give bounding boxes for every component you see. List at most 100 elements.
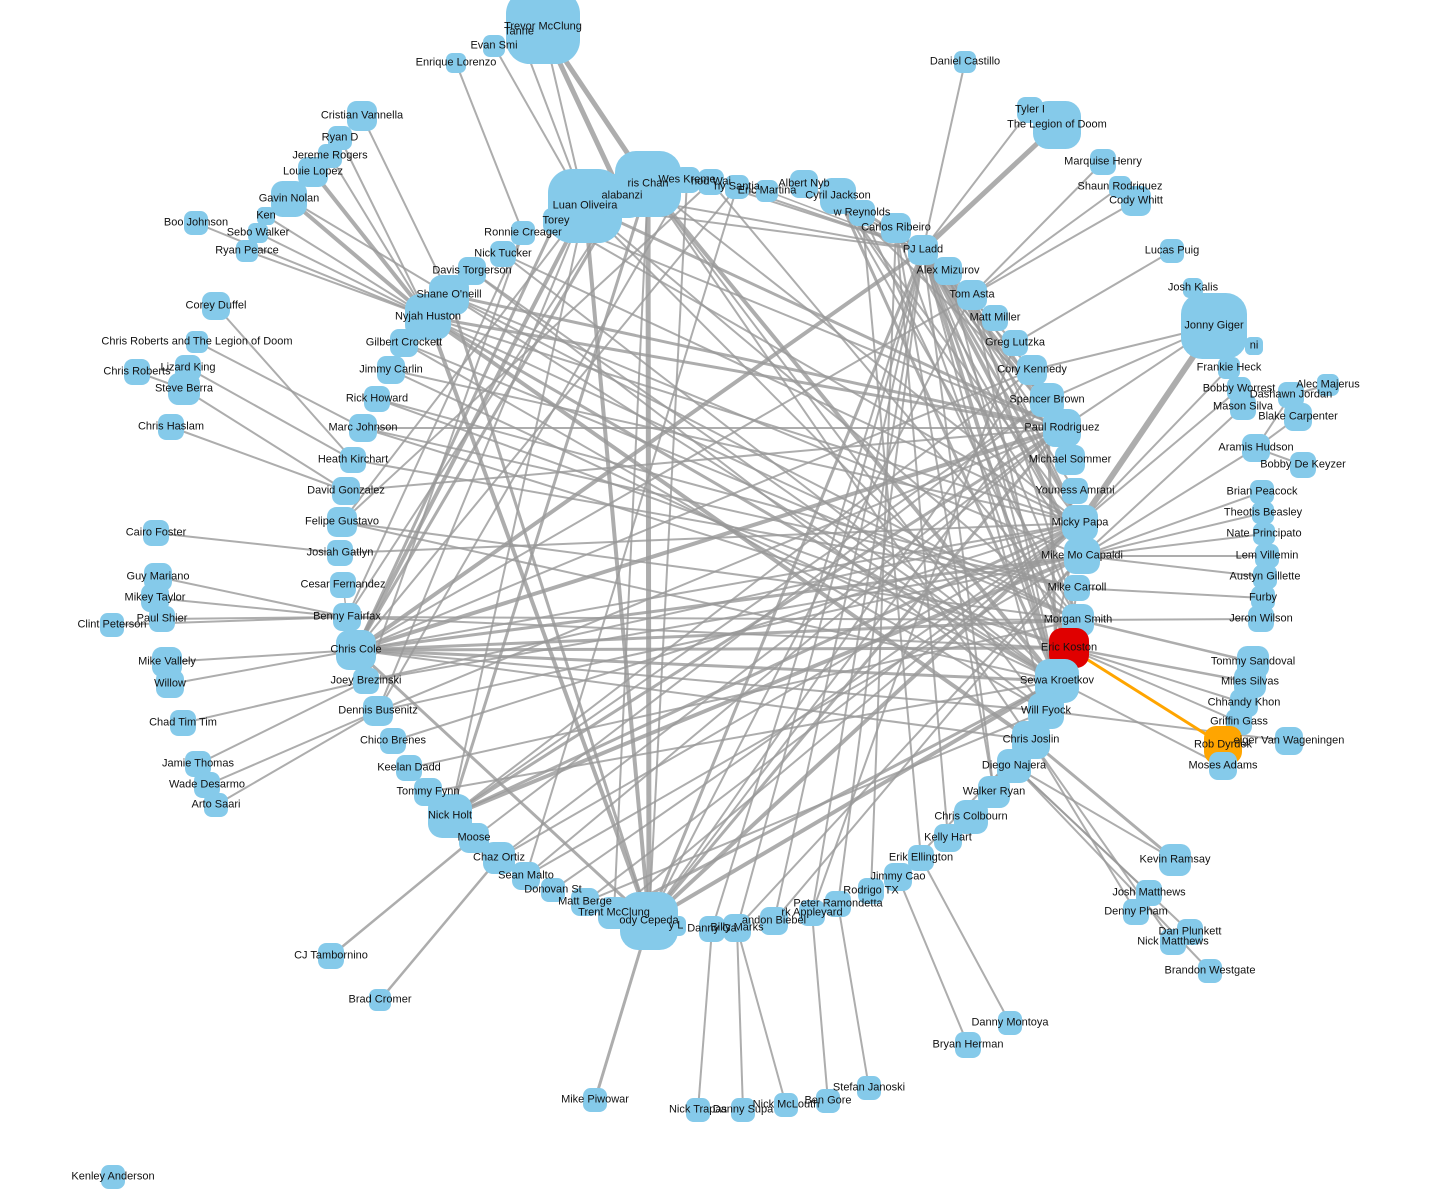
node-andrew-reynolds[interactable] [849, 200, 875, 226]
node-matt-berger[interactable] [571, 888, 599, 916]
node-evan-smith[interactable] [483, 35, 505, 57]
node-kenley-anderson[interactable] [101, 1165, 125, 1189]
node-stefan-janoski[interactable] [857, 1076, 881, 1100]
node-jeron-wilson[interactable] [1248, 606, 1274, 632]
node-frankie-heck[interactable] [1218, 357, 1240, 379]
node-cody-whitt[interactable] [1121, 186, 1151, 216]
node-paul-rodriguez[interactable] [1043, 409, 1081, 447]
node-greg-lutzka[interactable] [1002, 330, 1028, 356]
node-denny-pham[interactable] [1123, 899, 1149, 925]
node-davis-torgerson[interactable] [458, 257, 486, 285]
node-brad-cromer[interactable] [369, 989, 391, 1011]
node-tanne[interactable] [507, 20, 531, 44]
node-boo-johnson[interactable] [184, 211, 208, 235]
node-lem-villemin[interactable] [1255, 544, 1279, 568]
node-cory-kennedy[interactable] [1017, 355, 1047, 385]
node-nate-principato[interactable] [1253, 523, 1275, 545]
node-cesar-fernandez[interactable] [330, 572, 356, 598]
node-josiah-gatlyn[interactable] [327, 540, 353, 566]
node-paul-shier[interactable] [149, 606, 175, 632]
node-chad-tim-tim[interactable] [170, 710, 196, 736]
node-pj-ladd[interactable] [908, 235, 938, 265]
node-lucas-puig[interactable] [1160, 239, 1184, 263]
node-enrique-lorenzo[interactable] [446, 53, 466, 73]
node-cairo-foster[interactable] [143, 520, 169, 546]
node-dennis-busenitz[interactable] [363, 696, 393, 726]
node-theotis-beasley[interactable] [1252, 502, 1274, 524]
node-chris-chann[interactable] [615, 151, 681, 217]
node-wes-kremer[interactable] [674, 167, 700, 193]
node-sebo-walker[interactable] [248, 223, 268, 243]
node-chris-roberts[interactable] [124, 359, 150, 385]
node-sean-malto[interactable] [512, 862, 540, 890]
node-jonny-giger[interactable] [1181, 293, 1247, 359]
node-micky-papa[interactable] [1062, 505, 1098, 541]
node-cristian-vannella[interactable] [347, 101, 377, 131]
node-aramis-hudson[interactable] [1242, 434, 1270, 462]
node-peter-ramondetta[interactable] [825, 891, 851, 917]
node-arto-saari[interactable] [204, 793, 228, 817]
node-mike-piwowar[interactable] [583, 1088, 607, 1112]
node-tommy-fynn[interactable] [414, 778, 442, 806]
node-chico-brenes[interactable] [380, 728, 406, 754]
node-daniel-castillo[interactable] [954, 51, 976, 73]
node-donovan-strain[interactable] [541, 878, 565, 902]
node-mike-carroll[interactable] [1064, 575, 1090, 601]
node-nick-tucker[interactable] [490, 241, 516, 267]
node-ronnie-creager[interactable] [511, 221, 535, 245]
node-erik-ellington[interactable] [908, 845, 934, 871]
node-marc-johnson[interactable] [349, 414, 377, 442]
node-cj-tambornino[interactable] [318, 943, 344, 969]
node-alex-mizurov[interactable] [934, 257, 962, 285]
node-benny-fairfax[interactable] [333, 603, 361, 631]
node-ken[interactable] [257, 207, 275, 225]
node-mason-silva[interactable] [1230, 394, 1256, 420]
node-bobby-de-keyzer[interactable] [1290, 452, 1316, 478]
node-alec-majerus[interactable] [1317, 374, 1339, 396]
node-gavin-nolan[interactable] [271, 181, 307, 217]
node-steve-berra[interactable] [168, 373, 200, 405]
node-eric-martina[interactable] [756, 180, 778, 202]
node-ben-gore[interactable] [816, 1089, 840, 1113]
node-danny-garcia[interactable] [699, 916, 725, 942]
node-chaz-ortiz[interactable] [483, 842, 515, 874]
node-manny-santiago[interactable] [725, 175, 749, 199]
node-chris-roberts-lod[interactable] [186, 331, 208, 353]
node-youness-amrani[interactable] [1062, 478, 1088, 504]
node-jimmy-cao[interactable] [884, 863, 912, 891]
node-nick-trapasso[interactable] [686, 1098, 710, 1122]
node-nick-matthews[interactable] [1160, 929, 1186, 955]
node-moses-adams[interactable] [1209, 752, 1237, 780]
node-keelan-dadd[interactable] [396, 755, 422, 781]
node-brandon-westgate[interactable] [1198, 959, 1222, 983]
node-legion-of-doom[interactable] [1033, 101, 1081, 149]
node-chris-haslam[interactable] [158, 414, 184, 440]
node-ni[interactable] [1245, 337, 1263, 355]
node-van-wageningen[interactable] [1275, 727, 1303, 755]
node-carlos-ribeiro[interactable] [881, 213, 911, 243]
node-marquise-henry[interactable] [1090, 149, 1116, 175]
node-chris-cole[interactable] [336, 630, 376, 670]
node-torey[interactable] [543, 208, 569, 234]
node-matt-miller[interactable] [982, 305, 1008, 331]
node-david-gonzalez[interactable] [332, 477, 360, 505]
node-danny-supa[interactable] [731, 1098, 755, 1122]
node-felipe-gustavo[interactable] [327, 507, 357, 537]
node-albert-nyberg[interactable] [790, 170, 818, 198]
node-louie-lopez[interactable] [298, 157, 328, 187]
node-jimmy-carlin[interactable] [377, 356, 405, 384]
node-heath-kirchart[interactable] [340, 447, 366, 473]
node-joey-brezinski[interactable] [353, 668, 379, 694]
node-trent-mcclung[interactable] [598, 897, 630, 929]
node-willow[interactable] [156, 670, 184, 698]
node-tom-asta[interactable] [957, 280, 987, 310]
node-nick-mclouth[interactable] [774, 1093, 798, 1117]
node-ishod-wair[interactable] [698, 169, 724, 195]
node-corey-duffel[interactable] [202, 292, 230, 320]
node-austyn-gillette[interactable] [1253, 565, 1277, 589]
node-rodrigo-tx[interactable] [858, 878, 884, 904]
node-rick-howard[interactable] [364, 386, 390, 412]
node-michael-sommer[interactable] [1055, 445, 1085, 475]
node-danny-montoya[interactable] [998, 1011, 1022, 1035]
